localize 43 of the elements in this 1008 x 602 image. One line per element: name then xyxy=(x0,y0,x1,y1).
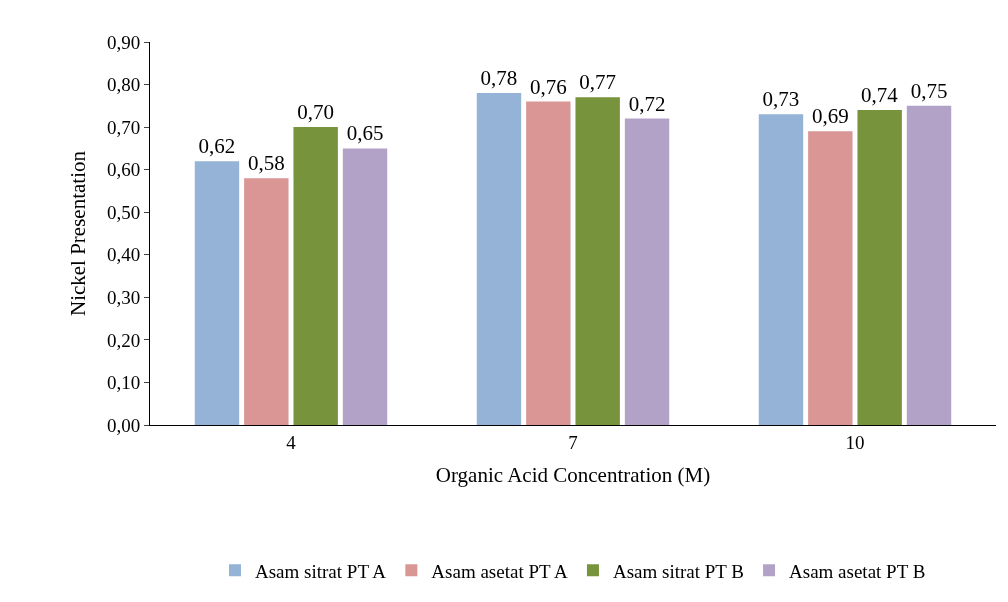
bar xyxy=(808,131,853,425)
y-tick-label: 0,50 xyxy=(106,201,141,223)
legend-label: Asam sitrat PT B xyxy=(612,560,745,582)
bar xyxy=(194,161,240,425)
y-tick-label: 0,90 xyxy=(106,31,141,53)
data-label: 0,75 xyxy=(910,78,948,103)
y-axis-title: Nickel Presentation xyxy=(66,150,91,317)
bar xyxy=(342,148,388,425)
data-label: 0,76 xyxy=(529,74,567,99)
legend-label: Asam sitrat PT A xyxy=(255,560,387,582)
data-label: 0,72 xyxy=(628,91,666,116)
data-label: 0,58 xyxy=(247,151,285,176)
bar xyxy=(244,178,289,425)
bar xyxy=(575,97,620,425)
data-label: 0,69 xyxy=(811,104,849,129)
data-label: 0,70 xyxy=(297,100,335,125)
y-tick-label: 0,00 xyxy=(106,414,141,436)
bar xyxy=(476,93,522,425)
bar xyxy=(526,101,571,425)
data-label: 0,77 xyxy=(579,70,617,95)
bar xyxy=(857,110,902,425)
data-label: 0,65 xyxy=(346,121,384,146)
data-label: 0,73 xyxy=(762,87,800,112)
bar xyxy=(624,118,670,425)
x-tick-label: 10 xyxy=(845,431,865,453)
y-tick-label: 0,20 xyxy=(106,329,141,351)
legend-label: Asam asetat PT B xyxy=(789,560,926,582)
x-tick-label: 7 xyxy=(568,431,578,453)
y-tick-label: 0,80 xyxy=(106,74,141,96)
data-label: 0,74 xyxy=(861,83,899,108)
y-tick-label: 0,60 xyxy=(106,159,141,181)
bar xyxy=(906,105,952,425)
data-label: 0,62 xyxy=(198,134,236,159)
bar xyxy=(293,127,338,425)
y-tick-label: 0,30 xyxy=(106,286,141,308)
y-tick-label: 0,10 xyxy=(106,372,141,394)
y-tick-label: 0,40 xyxy=(106,244,141,266)
y-tick-label: 0,70 xyxy=(106,116,141,138)
x-axis-title: Organic Acid Concentration (M) xyxy=(435,463,711,487)
data-label: 0,78 xyxy=(480,66,518,91)
bar xyxy=(758,114,804,425)
legend-label: Asam asetat PT A xyxy=(431,560,568,582)
x-tick-label: 4 xyxy=(286,431,297,453)
